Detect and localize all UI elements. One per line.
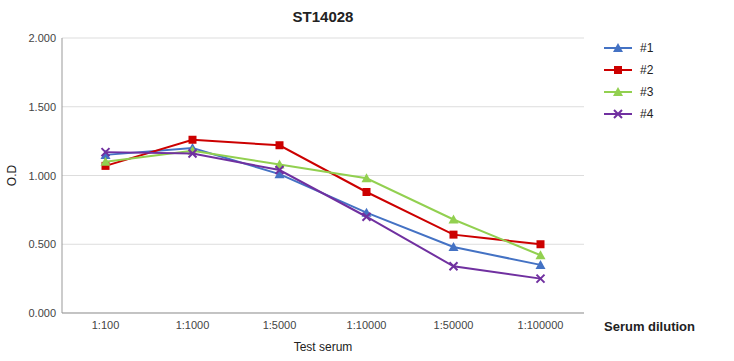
x-tick-label: 1:100 — [92, 319, 120, 331]
grid-line — [62, 106, 584, 107]
data-point — [449, 242, 459, 251]
data-point — [189, 150, 197, 158]
grid-line — [62, 244, 584, 245]
legend-label: #3 — [640, 85, 654, 99]
x-axis-label: Test serum — [294, 340, 353, 354]
legend-label: #2 — [640, 63, 654, 77]
data-point — [362, 173, 372, 182]
legend-label: #1 — [640, 41, 654, 55]
data-point — [536, 250, 546, 259]
series-line — [106, 151, 541, 256]
data-point — [536, 260, 546, 269]
legend-marker — [613, 43, 623, 52]
plot-area — [101, 136, 546, 283]
y-tick-label: 0.500 — [28, 238, 56, 250]
grid-line — [62, 313, 584, 314]
legend-label: #4 — [640, 107, 654, 121]
chart: 0.000 0.500 1.000 1.500 2.000 1:100 1:1000 1:50… — [0, 0, 734, 361]
series-line — [106, 152, 541, 279]
data-point — [363, 188, 371, 196]
y-tick-label: 2.000 — [28, 32, 56, 44]
grid-line — [62, 175, 584, 176]
x-tick-label: 1:5000 — [263, 319, 297, 331]
x-tick-label: 1:100000 — [518, 319, 564, 331]
data-point — [276, 166, 284, 174]
data-point — [363, 213, 371, 221]
y-tick-label: 1.500 — [28, 101, 56, 113]
legend-marker — [614, 110, 622, 118]
data-point — [537, 275, 545, 283]
data-point — [276, 141, 284, 149]
y-axis-label: O.D — [5, 165, 19, 187]
grid-line — [62, 38, 584, 39]
y-tick-label: 0.000 — [28, 307, 56, 319]
y-tick-label: 1.000 — [28, 170, 56, 182]
data-point — [537, 240, 545, 248]
data-point — [450, 231, 458, 239]
legend-marker — [613, 87, 623, 96]
data-point — [450, 262, 458, 270]
series-line — [106, 148, 541, 265]
chart-container: 0.000 0.500 1.000 1.500 2.000 1:100 1:1000 1:50… — [0, 0, 734, 361]
data-point — [449, 215, 459, 224]
annotation: Serum dilution — [604, 319, 695, 334]
x-tick-label: 1:50000 — [434, 319, 474, 331]
legend: #1 #2 #3 #4 — [604, 41, 654, 121]
legend-marker — [614, 66, 622, 74]
data-point — [189, 136, 197, 144]
data-point — [102, 148, 110, 156]
x-tick-label: 1:10000 — [347, 319, 387, 331]
y-axis-line — [62, 38, 63, 313]
data-point — [101, 157, 111, 166]
x-tick-label: 1:1000 — [176, 319, 210, 331]
title: ST14028 — [293, 8, 354, 25]
x-axis-line — [62, 313, 584, 314]
